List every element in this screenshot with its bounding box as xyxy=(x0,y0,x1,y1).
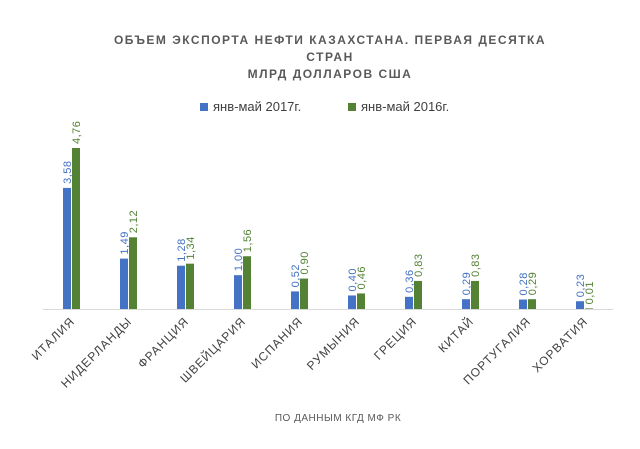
bar-1-5 xyxy=(291,291,299,309)
bar-2-1 xyxy=(72,148,80,309)
bar-2-3 xyxy=(186,263,194,309)
data-label-1-5: 0,52 xyxy=(290,264,302,287)
x-tick-label-5: ИСПАНИЯ xyxy=(248,314,305,371)
chart-title-line-1: ОБЪЕМ ЭКСПОРТА НЕФТИ КАЗАХСТАНА. ПЕРВАЯ … xyxy=(114,33,546,47)
data-label-2-9: 0,29 xyxy=(527,272,539,295)
x-tick-label-8: КИТАЙ xyxy=(435,314,477,356)
bar-1-8 xyxy=(462,299,470,309)
data-label-2-1: 4,76 xyxy=(71,121,83,144)
x-tick-label-7: ГРЕЦИЯ xyxy=(371,314,420,363)
bar-1-3 xyxy=(177,265,185,309)
data-label-2-7: 0,83 xyxy=(413,254,425,277)
bar-2-5 xyxy=(300,278,308,309)
legend-label-2: янв-май 2016г. xyxy=(361,99,449,114)
data-label-1-2: 1,49 xyxy=(119,231,131,254)
legend-swatch-2 xyxy=(348,103,356,111)
data-label-1-7: 0,36 xyxy=(404,269,416,292)
x-tick-label-1: ИТАЛИЯ xyxy=(29,314,78,363)
bar-1-6 xyxy=(348,295,356,309)
data-label-2-3: 1,34 xyxy=(185,236,197,259)
legend-label-1: янв-май 2017г. xyxy=(213,99,301,114)
bar-2-9 xyxy=(528,299,536,309)
data-label-2-8: 0,83 xyxy=(470,254,482,277)
chart-legend: янв-май 2017г. янв-май 2016г. xyxy=(200,99,449,114)
chart-title-line-3: МЛРД ДОЛЛАРОВ США xyxy=(248,67,413,81)
bar-1-2 xyxy=(120,258,128,309)
bar-2-2 xyxy=(129,237,137,309)
bar-1-4 xyxy=(234,275,242,309)
data-label-2-6: 0,46 xyxy=(356,266,368,289)
x-tick-label-3: ФРАНЦИЯ xyxy=(135,314,192,371)
data-label-2-10: 0,01 xyxy=(584,281,596,304)
data-label-2-5: 0,90 xyxy=(299,251,311,274)
bar-1-10 xyxy=(576,301,584,309)
bar-1-7 xyxy=(405,296,413,309)
data-label-1-1: 3,58 xyxy=(62,160,74,183)
bar-2-4 xyxy=(243,256,251,309)
data-label-2-4: 1,56 xyxy=(242,229,254,252)
bar-1-9 xyxy=(519,299,527,309)
legend-swatch-1 xyxy=(200,103,208,111)
source-note: ПО ДАННЫМ КГД МФ РК xyxy=(275,413,401,424)
x-tick-label-6: РУМЫНИЯ xyxy=(304,314,363,373)
data-label-1-6: 0,40 xyxy=(347,268,359,291)
bars xyxy=(63,148,593,309)
data-labels: 3,58 4,76 1,492,12 1,281,34 1,001,56 0,520,90… xyxy=(62,121,596,305)
bar-2-8 xyxy=(471,280,479,309)
x-tick-label-10: ХОРВАТИЯ xyxy=(530,314,591,375)
bar-2-7 xyxy=(414,280,422,309)
data-label-1-10: 0,23 xyxy=(575,274,587,297)
bar-2-6 xyxy=(357,293,365,309)
chart-title: ОБЪЕМ ЭКСПОРТА НЕФТИ КАЗАХСТАНА. ПЕРВАЯ … xyxy=(114,33,546,81)
chart-title-line-2: СТРАН xyxy=(306,50,353,64)
data-label-1-3: 1,28 xyxy=(176,238,188,261)
data-label-2-2: 2,12 xyxy=(128,210,140,233)
data-label-1-4: 1,00 xyxy=(233,248,245,271)
data-label-1-8: 0,29 xyxy=(461,272,473,295)
data-label-1-9: 0,28 xyxy=(518,272,530,295)
bar-1-1 xyxy=(63,187,71,309)
bar-2-10 xyxy=(585,308,593,309)
